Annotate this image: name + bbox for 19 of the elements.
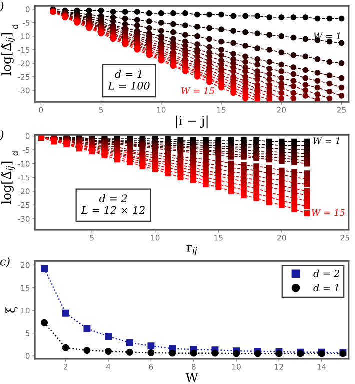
x-axis-title: r$_{ij}$: [186, 245, 198, 256]
legend-label: d = 2: [314, 270, 340, 278]
y-axis-title: ξ: [6, 307, 18, 314]
series-label: W = 15: [312, 209, 345, 216]
annotation: d = 2 L = 12 × 12: [81, 194, 145, 214]
text: d: [12, 152, 18, 156]
text: ): [0, 2, 4, 12]
legend-label: d = 1: [314, 284, 338, 292]
text: d: [12, 24, 18, 30]
series-label: W = 1: [314, 32, 340, 40]
text: ): [0, 130, 4, 141]
text: c): [0, 257, 10, 268]
y-axis-title: log[Δ̃$_{ij}$]: [1, 162, 15, 204]
x-axis-title: |i − j|: [176, 116, 208, 128]
series-label: W = 15: [182, 87, 214, 94]
x-axis-title: W: [186, 373, 198, 382]
series-label: W = 1: [313, 138, 340, 144]
annotation: d = 1 L = 100: [108, 70, 150, 90]
y-axis-title: log[Δ̃$_{ij}$]: [1, 33, 15, 76]
